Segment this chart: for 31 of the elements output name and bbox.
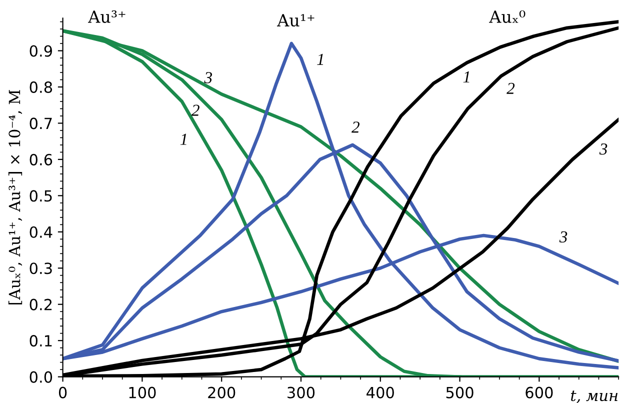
x-tick-label: 500	[446, 386, 474, 398]
y-tick-label: 0.4	[30, 226, 52, 238]
series-label: 3	[204, 72, 212, 84]
y-tick-label: 0.3	[30, 262, 52, 274]
series-label: 3	[559, 231, 568, 243]
y-tick-label: 0.8	[30, 81, 52, 93]
series-label: 2	[506, 82, 515, 94]
series-label: 1	[463, 71, 470, 82]
series-label: 1	[317, 54, 324, 65]
x-tick-label: 300	[288, 386, 315, 398]
series-label: 1	[180, 134, 186, 145]
y-tick-label: 0.1	[30, 335, 52, 347]
annotation: Auₓ⁰	[489, 10, 526, 23]
annotation: Au¹⁺	[277, 14, 314, 27]
x-tick-label: 400	[366, 386, 394, 398]
x-axis-title: t, мин	[570, 390, 618, 403]
annotation: Au³⁺	[88, 10, 126, 23]
y-tick-label: 0.7	[30, 118, 52, 130]
x-tick-label: 200	[208, 386, 236, 398]
series-label: 2	[191, 104, 200, 116]
y-tick-label: 0.9	[30, 45, 52, 57]
x-tick-label: 600	[526, 386, 553, 398]
y-tick-label: 0.0	[30, 371, 52, 383]
x-tick-label: 100	[129, 386, 156, 398]
y-tick-label: 0.5	[30, 190, 52, 202]
x-tick-label: 0	[58, 386, 67, 398]
series-label: 3	[599, 143, 608, 155]
y-axis-title: [Auₓ⁰, Au¹⁺, Au³⁺] × 10⁻⁴, M	[8, 90, 22, 304]
y-tick-label: 0.2	[30, 298, 52, 310]
series-label: 2	[352, 122, 360, 133]
y-tick-label: 0.6	[30, 154, 52, 166]
